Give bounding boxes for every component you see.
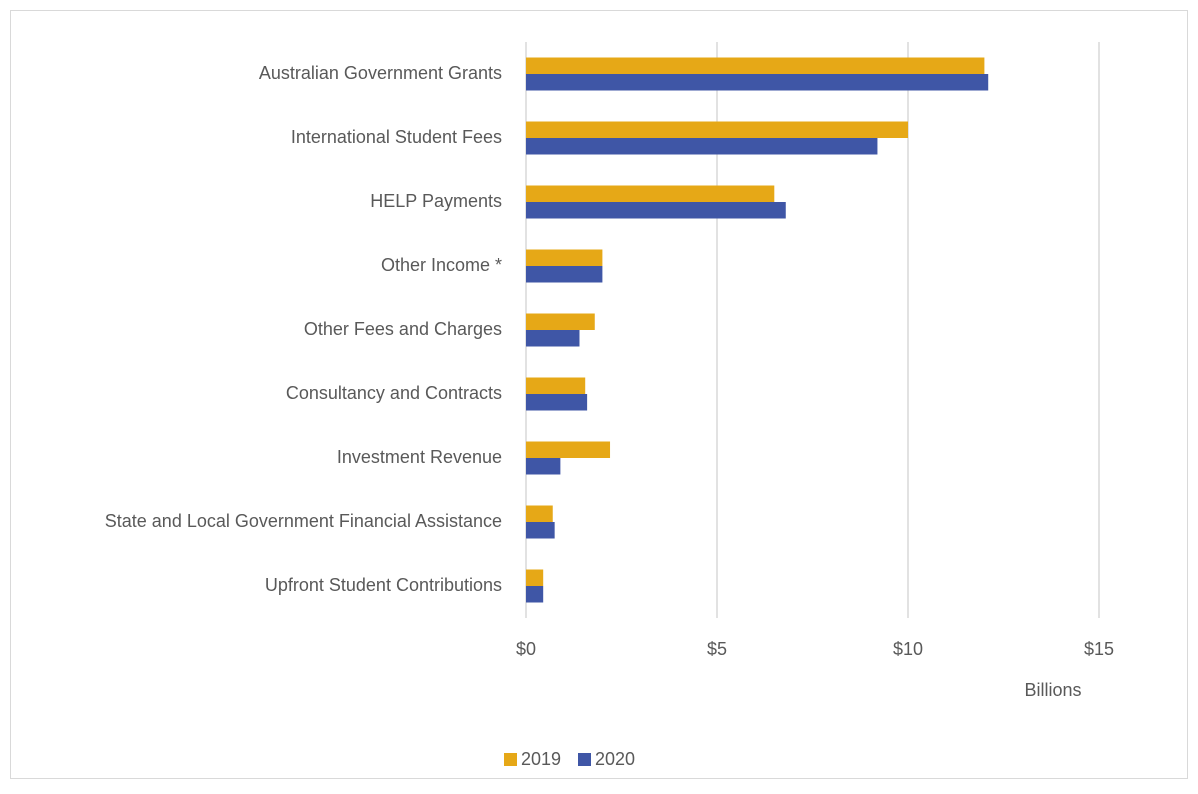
bar — [526, 121, 908, 138]
bar — [526, 330, 580, 347]
bar — [526, 185, 775, 202]
bar — [526, 266, 603, 283]
y-tick-label: State and Local Government Financial Ass… — [105, 511, 502, 531]
y-tick-label: HELP Payments — [370, 191, 502, 211]
bar — [526, 394, 588, 411]
bar — [526, 202, 786, 219]
bar — [526, 586, 544, 603]
bar — [526, 249, 603, 266]
legend-label: 2019 — [521, 749, 561, 769]
y-tick-label: Consultancy and Contracts — [286, 383, 502, 403]
y-tick-label: Other Income * — [381, 255, 502, 275]
x-tick-label: $10 — [893, 639, 923, 659]
y-tick-label: International Student Fees — [291, 127, 502, 147]
bar — [526, 377, 586, 394]
bar — [526, 57, 985, 74]
bar — [526, 74, 989, 91]
bar — [526, 522, 555, 539]
bar — [526, 505, 553, 522]
bar — [526, 458, 561, 475]
x-tick-label: $5 — [707, 639, 727, 659]
bar — [526, 569, 544, 586]
x-axis-label: Billions — [1024, 680, 1081, 700]
x-tick-label: $15 — [1084, 639, 1114, 659]
y-tick-label: Other Fees and Charges — [304, 319, 502, 339]
y-tick-label: Australian Government Grants — [259, 63, 502, 83]
y-tick-label: Upfront Student Contributions — [265, 575, 502, 595]
bar — [526, 313, 595, 330]
bar — [526, 138, 878, 155]
bar — [526, 441, 611, 458]
x-tick-label: $0 — [516, 639, 536, 659]
legend-swatch — [578, 753, 591, 766]
legend-label: 2020 — [595, 749, 635, 769]
legend-swatch — [504, 753, 517, 766]
y-tick-label: Investment Revenue — [337, 447, 502, 467]
